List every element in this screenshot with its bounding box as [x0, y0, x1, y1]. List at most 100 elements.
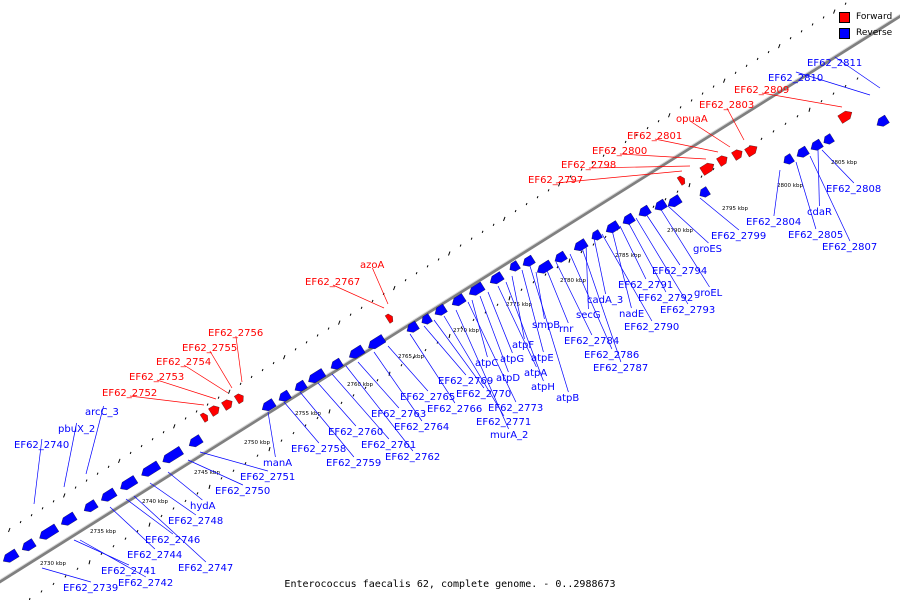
reverse-gene-arrow[interactable] — [83, 499, 99, 513]
gene-label-smpb[interactable]: smpB — [532, 320, 560, 331]
gene-label-ef62-2761[interactable]: EF62_2761 — [361, 440, 416, 451]
reverse-gene-arrow[interactable] — [591, 229, 603, 241]
gene-label-atpf[interactable]: atpF — [512, 340, 534, 351]
gene-label-atpd[interactable]: atpD — [496, 373, 520, 384]
gene-label-ef62-2759[interactable]: EF62_2759 — [326, 458, 381, 469]
gene-label-ef62-2807[interactable]: EF62_2807 — [822, 242, 877, 253]
reverse-gene-arrow[interactable] — [308, 368, 327, 384]
gene-label-cdar[interactable]: cdaR — [807, 207, 832, 218]
gene-label-ef62-2800[interactable]: EF62_2800 — [592, 146, 647, 157]
reverse-gene-arrow[interactable] — [522, 254, 536, 267]
reverse-gene-arrow[interactable] — [368, 334, 387, 350]
reverse-gene-arrow[interactable] — [278, 389, 292, 402]
reverse-gene-arrow[interactable] — [489, 271, 505, 285]
reverse-gene-arrow[interactable] — [667, 194, 683, 208]
gene-label-ef62-2758[interactable]: EF62_2758 — [291, 444, 346, 455]
reverse-gene-arrow[interactable] — [509, 260, 521, 272]
reverse-gene-arrow[interactable] — [469, 281, 486, 296]
gene-label-hyda[interactable]: hydA — [190, 501, 216, 512]
forward-gene-arrow[interactable] — [384, 313, 394, 324]
forward-gene-arrow[interactable] — [716, 155, 728, 167]
gene-label-groes[interactable]: groES — [693, 244, 722, 255]
reverse-gene-arrow[interactable] — [451, 293, 467, 307]
gene-label-ef62-2787[interactable]: EF62_2787 — [593, 363, 648, 374]
gene-label-mura-2[interactable]: murA_2 — [490, 430, 528, 441]
gene-label-ef62-2771[interactable]: EF62_2771 — [476, 417, 531, 428]
reverse-gene-arrow[interactable] — [261, 398, 277, 412]
reverse-gene-arrow[interactable] — [162, 446, 184, 464]
gene-label-azoa[interactable]: azoA — [360, 260, 384, 271]
gene-label-ef62-2750[interactable]: EF62_2750 — [215, 486, 270, 497]
gene-label-secg[interactable]: secG — [576, 310, 601, 321]
forward-gene-arrow[interactable] — [676, 175, 686, 186]
reverse-gene-arrow[interactable] — [654, 198, 668, 211]
reverse-gene-arrow[interactable] — [537, 259, 554, 274]
gene-label-ef62-2786[interactable]: EF62_2786 — [584, 350, 639, 361]
gene-label-ef62-2791[interactable]: EF62_2791 — [618, 280, 673, 291]
gene-label-ef62-2794[interactable]: EF62_2794 — [652, 266, 707, 277]
gene-label-rnr[interactable]: rnr — [559, 324, 574, 335]
gene-label-ef62-2763[interactable]: EF62_2763 — [371, 409, 426, 420]
gene-label-atph[interactable]: atpH — [531, 382, 555, 393]
gene-label-ef62-2804[interactable]: EF62_2804 — [746, 217, 801, 228]
gene-label-ef62-2809[interactable]: EF62_2809 — [734, 85, 789, 96]
gene-label-atpa[interactable]: atpA — [524, 368, 547, 379]
gene-label-ef62-2765[interactable]: EF62_2765 — [400, 392, 455, 403]
gene-label-ef62-2744[interactable]: EF62_2744 — [127, 550, 182, 561]
gene-label-ef62-2784[interactable]: EF62_2784 — [564, 336, 619, 347]
reverse-gene-arrow[interactable] — [699, 186, 711, 198]
gene-label-ef62-2742[interactable]: EF62_2742 — [118, 578, 173, 589]
reverse-gene-arrow[interactable] — [810, 138, 824, 151]
reverse-gene-arrow[interactable] — [573, 238, 589, 252]
gene-label-ef62-2747[interactable]: EF62_2747 — [178, 563, 233, 574]
forward-gene-arrow[interactable] — [837, 110, 853, 124]
gene-label-ef62-2754[interactable]: EF62_2754 — [156, 357, 211, 368]
gene-label-groel[interactable]: groEL — [694, 288, 723, 299]
reverse-gene-arrow[interactable] — [39, 523, 60, 540]
gene-label-ef62-2756[interactable]: EF62_2756 — [208, 328, 263, 339]
gene-label-ef62-2764[interactable]: EF62_2764 — [394, 422, 449, 433]
gene-label-ef62-2797[interactable]: EF62_2797 — [528, 175, 583, 186]
gene-label-ef62-2770[interactable]: EF62_2770 — [456, 389, 511, 400]
reverse-gene-arrow[interactable] — [141, 460, 162, 477]
gene-label-ef62-2748[interactable]: EF62_2748 — [168, 516, 223, 527]
gene-label-ef62-2755[interactable]: EF62_2755 — [182, 343, 237, 354]
forward-gene-arrow[interactable] — [208, 405, 220, 417]
reverse-gene-arrow[interactable] — [605, 220, 621, 234]
reverse-gene-arrow[interactable] — [294, 379, 308, 392]
gene-label-ef62-2740[interactable]: EF62_2740 — [14, 440, 69, 451]
gene-label-ef62-2792[interactable]: EF62_2792 — [638, 293, 693, 304]
gene-label-ef62-2803[interactable]: EF62_2803 — [699, 100, 754, 111]
forward-gene-arrow[interactable] — [233, 393, 244, 405]
gene-label-ef62-2741[interactable]: EF62_2741 — [101, 566, 156, 577]
gene-label-ef62-2753[interactable]: EF62_2753 — [129, 372, 184, 383]
gene-label-atpb[interactable]: atpB — [556, 393, 579, 404]
reverse-gene-arrow[interactable] — [638, 204, 652, 217]
gene-label-pbux-2[interactable]: pbuX_2 — [58, 424, 95, 435]
reverse-gene-arrow[interactable] — [188, 434, 204, 448]
gene-label-opuaa[interactable]: opuaA — [676, 114, 708, 125]
reverse-gene-arrow[interactable] — [622, 212, 636, 225]
gene-label-ef62-2752[interactable]: EF62_2752 — [102, 388, 157, 399]
reverse-gene-arrow[interactable] — [783, 153, 795, 165]
gene-label-ef62-2773[interactable]: EF62_2773 — [488, 403, 543, 414]
gene-label-ef62-2798[interactable]: EF62_2798 — [561, 160, 616, 171]
gene-label-atpc[interactable]: atpC — [475, 358, 498, 369]
gene-label-ef62-2808[interactable]: EF62_2808 — [826, 184, 881, 195]
reverse-gene-arrow[interactable] — [434, 303, 448, 316]
gene-label-ef62-2739[interactable]: EF62_2739 — [63, 583, 118, 594]
gene-label-arcc-3[interactable]: arcC_3 — [85, 407, 119, 418]
forward-gene-arrow[interactable] — [699, 162, 715, 176]
reverse-gene-arrow[interactable] — [796, 145, 810, 158]
reverse-gene-arrow[interactable] — [120, 475, 139, 491]
gene-label-ef62-2766[interactable]: EF62_2766 — [427, 404, 482, 415]
gene-label-atpe[interactable]: atpE — [531, 353, 554, 364]
gene-label-ef62-2799[interactable]: EF62_2799 — [711, 231, 766, 242]
reverse-gene-arrow[interactable] — [349, 344, 366, 359]
forward-gene-arrow[interactable] — [199, 412, 209, 423]
reverse-gene-arrow[interactable] — [21, 538, 37, 552]
gene-label-ef62-2760[interactable]: EF62_2760 — [328, 427, 383, 438]
gene-label-ef62-2767[interactable]: EF62_2767 — [305, 277, 360, 288]
gene-label-ef62-2805[interactable]: EF62_2805 — [788, 230, 843, 241]
reverse-gene-arrow[interactable] — [3, 548, 20, 563]
